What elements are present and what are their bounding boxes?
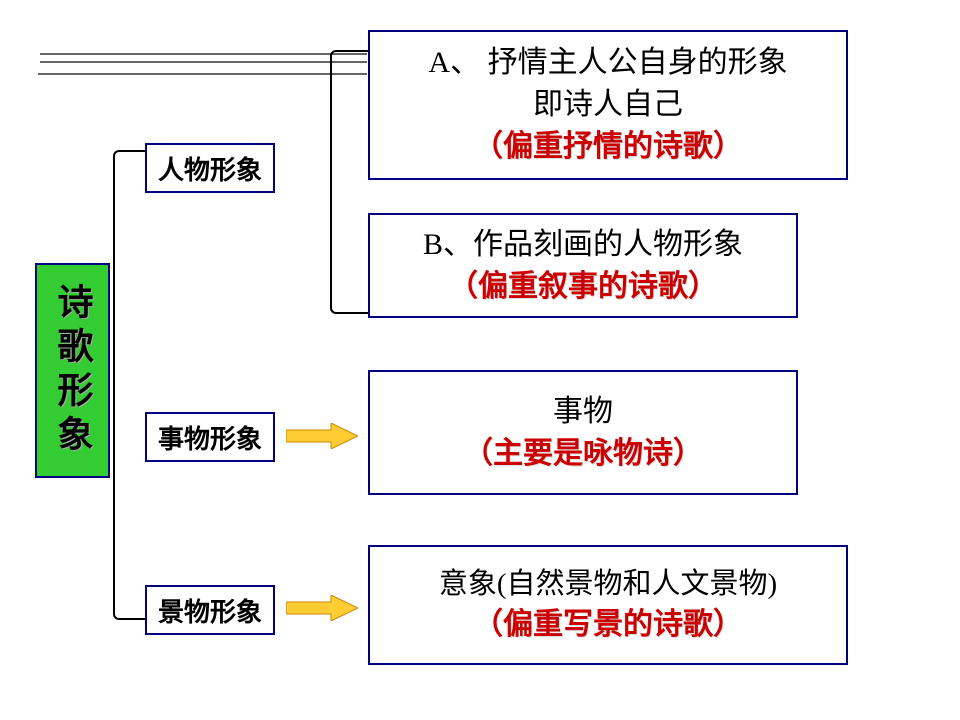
- mid-scene: 景物形象: [145, 585, 275, 635]
- leaf-scene-l2: （偏重写景的诗歌）: [473, 604, 743, 646]
- leaf-scene: 意象(自然景物和人文景物) （偏重写景的诗歌）: [368, 545, 848, 665]
- root-node: 诗歌形象: [35, 263, 110, 478]
- leaf-thing: 事物 （主要是咏物诗）: [368, 370, 798, 495]
- bracket-root: [113, 150, 145, 620]
- leaf-a-l3: （偏重抒情的诗歌）: [473, 126, 743, 168]
- leaf-b: B、作品刻画的人物形象 （偏重叙事的诗歌）: [368, 213, 798, 318]
- arrow-scene: [286, 595, 358, 621]
- leaf-thing-l2: （主要是咏物诗）: [463, 433, 703, 475]
- mid-person: 人物形象: [145, 143, 275, 193]
- mid-thing: 事物形象: [145, 412, 275, 462]
- mid-person-label: 人物形象: [158, 150, 262, 187]
- leaf-a-l1: A、 抒情主人公自身的形象: [428, 42, 787, 84]
- leaf-a: A、 抒情主人公自身的形象 即诗人自己 （偏重抒情的诗歌）: [368, 30, 848, 180]
- root-label: 诗歌形象: [47, 283, 99, 459]
- leaf-a-l2: 即诗人自己: [533, 84, 683, 126]
- leaf-scene-l1: 意象(自然景物和人文景物): [439, 564, 777, 605]
- mid-thing-label: 事物形象: [158, 419, 262, 456]
- leaf-thing-l1: 事物: [553, 391, 613, 433]
- leaf-b-l1: B、作品刻画的人物形象: [423, 224, 743, 266]
- bracket-person: [330, 50, 368, 314]
- mid-scene-label: 景物形象: [158, 592, 262, 629]
- arrow-thing: [286, 423, 358, 449]
- leaf-b-l2: （偏重叙事的诗歌）: [448, 266, 718, 308]
- decor-double-rule: [40, 53, 367, 63]
- decor-rule: [38, 73, 367, 75]
